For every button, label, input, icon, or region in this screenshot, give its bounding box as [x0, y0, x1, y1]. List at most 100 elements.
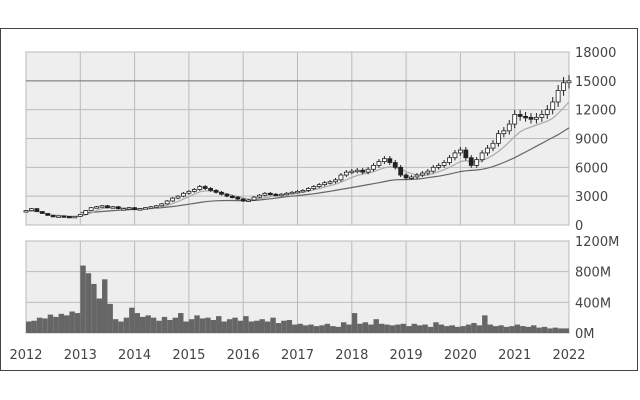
- volume-bar: [281, 320, 287, 333]
- price-candle: [229, 195, 235, 199]
- price-candle: [523, 115, 528, 119]
- volume-bar: [161, 316, 168, 333]
- price-candle: [170, 197, 176, 202]
- volume-bar: [53, 316, 59, 333]
- volume-bar: [509, 326, 515, 333]
- volume-bar: [264, 321, 271, 333]
- price-candle: [45, 213, 51, 216]
- price-candle: [490, 142, 496, 149]
- volume-bar: [226, 319, 233, 333]
- price-candle: [528, 116, 534, 120]
- price-candle: [468, 157, 474, 166]
- volume-bar: [368, 324, 374, 333]
- volume-bar: [243, 316, 249, 333]
- price-candle: [23, 210, 29, 213]
- volume-bar: [270, 317, 276, 333]
- price-candle: [99, 205, 105, 208]
- price-candle: [94, 206, 99, 209]
- price-candle: [72, 215, 78, 219]
- price-candle: [376, 161, 382, 166]
- volume-bar: [167, 319, 173, 333]
- volume-bar: [395, 324, 401, 333]
- price-candle: [235, 196, 241, 200]
- volume-bar: [422, 324, 428, 333]
- volume-bar: [183, 321, 189, 333]
- price-candle: [479, 152, 485, 161]
- price-candle: [251, 196, 257, 201]
- chart-frame: 0 3000 6000 9000 12000 15000 18000 0M 400M 800M 1…: [0, 28, 638, 371]
- volume-bar: [433, 322, 439, 333]
- volume-bar: [74, 313, 81, 333]
- volume-bar: [465, 324, 472, 333]
- volume-bar: [427, 326, 434, 333]
- price-candle: [360, 169, 366, 173]
- price-candle: [289, 191, 295, 195]
- price-y-tick-label: 0: [575, 219, 583, 234]
- price-candle: [175, 195, 181, 199]
- volume-bar: [487, 324, 493, 333]
- volume-bar: [449, 325, 455, 333]
- price-candle: [224, 193, 230, 197]
- price-candle: [159, 203, 165, 207]
- volume-bar: [520, 326, 526, 333]
- price-candle: [148, 206, 154, 209]
- price-candle: [338, 174, 344, 181]
- price-candle: [34, 208, 40, 212]
- price-candle: [544, 109, 550, 115]
- volume-bar: [444, 326, 450, 333]
- x-tick-label: 2012: [9, 348, 42, 363]
- volume-bar: [373, 319, 379, 333]
- price-y-tick-label: 9000: [575, 133, 608, 148]
- price-y-tick-label: 6000: [575, 161, 608, 176]
- x-tick-label: 2021: [498, 348, 531, 363]
- volume-bar: [536, 327, 542, 333]
- price-candle: [512, 114, 518, 125]
- volume-bar: [319, 325, 325, 333]
- price-candle: [333, 179, 338, 183]
- price-candle: [447, 157, 452, 163]
- volume-bar: [248, 321, 255, 333]
- price-panel: 0 3000 6000 9000 12000 15000 18000: [23, 46, 616, 234]
- volume-bar: [150, 317, 157, 333]
- price-candle: [77, 214, 83, 217]
- volume-bar: [525, 326, 531, 333]
- volume-bar: [346, 324, 352, 333]
- price-candle: [88, 207, 94, 211]
- volume-bar: [286, 319, 293, 333]
- volume-bar: [292, 324, 298, 333]
- volume-panel: 0M 400M 800M 1200M 2012 2013 2014 2015 2016 2017 2…: [9, 235, 619, 363]
- volume-bar: [308, 324, 314, 333]
- x-tick-label: 2018: [335, 348, 368, 363]
- volume-y-tick-label: 0M: [575, 327, 595, 342]
- price-candle: [29, 208, 34, 211]
- price-candle: [322, 182, 328, 186]
- volume-bar: [42, 318, 48, 333]
- price-y-tick-label: 12000: [575, 104, 616, 119]
- volume-bar: [91, 283, 97, 333]
- price-candle: [550, 101, 556, 111]
- stock-chart: 0 3000 6000 9000 12000 15000 18000 0M 400M 800M 1…: [9, 46, 619, 363]
- price-candle: [246, 199, 252, 202]
- price-candle: [143, 207, 148, 210]
- volume-bar: [102, 279, 108, 333]
- price-candle: [110, 206, 116, 209]
- volume-bar: [492, 326, 499, 333]
- x-tick-label: 2022: [552, 348, 585, 363]
- volume-bar: [156, 320, 162, 333]
- price-candle: [267, 192, 273, 196]
- price-candle: [436, 165, 442, 168]
- volume-bar: [541, 326, 548, 333]
- volume-bar: [188, 319, 195, 333]
- price-candle: [403, 174, 409, 179]
- volume-bar: [400, 323, 407, 333]
- x-tick-label: 2013: [64, 348, 97, 363]
- price-candle: [83, 210, 89, 215]
- price-candle: [186, 190, 192, 194]
- price-candle: [409, 176, 414, 179]
- volume-bar: [85, 273, 92, 333]
- price-candle: [126, 207, 132, 210]
- price-candle: [539, 114, 545, 118]
- price-candle: [191, 189, 197, 192]
- price-y-tick-label: 3000: [575, 190, 608, 205]
- volume-bar: [96, 298, 103, 333]
